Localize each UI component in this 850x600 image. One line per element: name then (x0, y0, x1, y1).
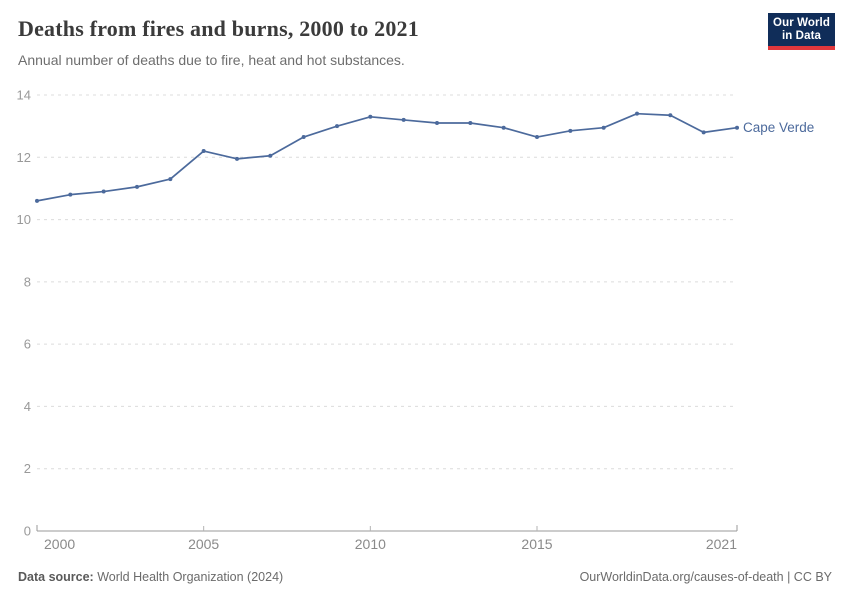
attribution-link[interactable]: OurWorldinData.org/causes-of-death | CC … (579, 570, 832, 584)
y-tick-label-14: 14 (17, 88, 31, 103)
data-point-2016[interactable] (568, 128, 573, 133)
data-point-2000[interactable] (35, 198, 39, 203)
data-point-2018[interactable] (635, 111, 639, 116)
y-tick-label-12: 12 (17, 150, 31, 165)
data-point-2002[interactable] (101, 189, 106, 194)
data-point-2007[interactable] (268, 153, 273, 158)
data-point-2010[interactable] (368, 114, 373, 119)
data-source-value: World Health Organization (2024) (93, 570, 284, 584)
data-source: Data source: World Health Organization (… (18, 570, 283, 584)
data-point-2012[interactable] (435, 121, 439, 126)
y-tick-label-6: 6 (24, 337, 31, 352)
y-tick-label-4: 4 (24, 399, 31, 414)
owid-logo-line1: Our World (773, 16, 830, 29)
x-tick-label-2021: 2021 (706, 536, 737, 552)
data-point-2005[interactable] (201, 149, 206, 154)
y-tick-label-0: 0 (24, 524, 31, 539)
owid-logo-line2: in Data (781, 29, 822, 42)
y-tick-label-2: 2 (24, 461, 31, 476)
x-tick-label-2000: 2000 (44, 536, 75, 552)
chart-subtitle: Annual number of deaths due to fire, hea… (18, 52, 405, 68)
data-point-2009[interactable] (335, 124, 339, 129)
data-point-2006[interactable] (235, 156, 239, 161)
x-tick-label-2005: 2005 (188, 536, 219, 552)
data-point-2019[interactable] (668, 113, 673, 118)
series-label-cape-verde[interactable]: Cape Verde (743, 120, 814, 135)
series-line-cape-verde[interactable] (36, 112, 738, 202)
x-tick-label-2010: 2010 (355, 536, 386, 552)
y-tick-label-8: 8 (24, 274, 31, 289)
chart-footer: Data source: World Health Organization (… (0, 567, 850, 589)
data-point-2001[interactable] (68, 192, 73, 197)
data-point-2021[interactable] (735, 125, 739, 130)
data-point-2011[interactable] (401, 117, 406, 122)
data-point-2013[interactable] (468, 121, 473, 126)
owid-logo[interactable]: Our World in Data (768, 13, 835, 50)
y-tick-label-10: 10 (17, 212, 31, 227)
data-point-2008[interactable] (301, 135, 306, 140)
page-title: Deaths from fires and burns, 2000 to 202… (18, 16, 419, 41)
data-point-2015[interactable] (535, 135, 539, 140)
data-point-2004[interactable] (168, 177, 173, 182)
data-point-2017[interactable] (601, 125, 606, 130)
data-point-2020[interactable] (701, 130, 706, 135)
x-tick-label-2015: 2015 (521, 536, 552, 552)
data-source-label: Data source: (18, 570, 94, 584)
data-point-2014[interactable] (501, 125, 506, 130)
data-point-2003[interactable] (135, 184, 139, 189)
